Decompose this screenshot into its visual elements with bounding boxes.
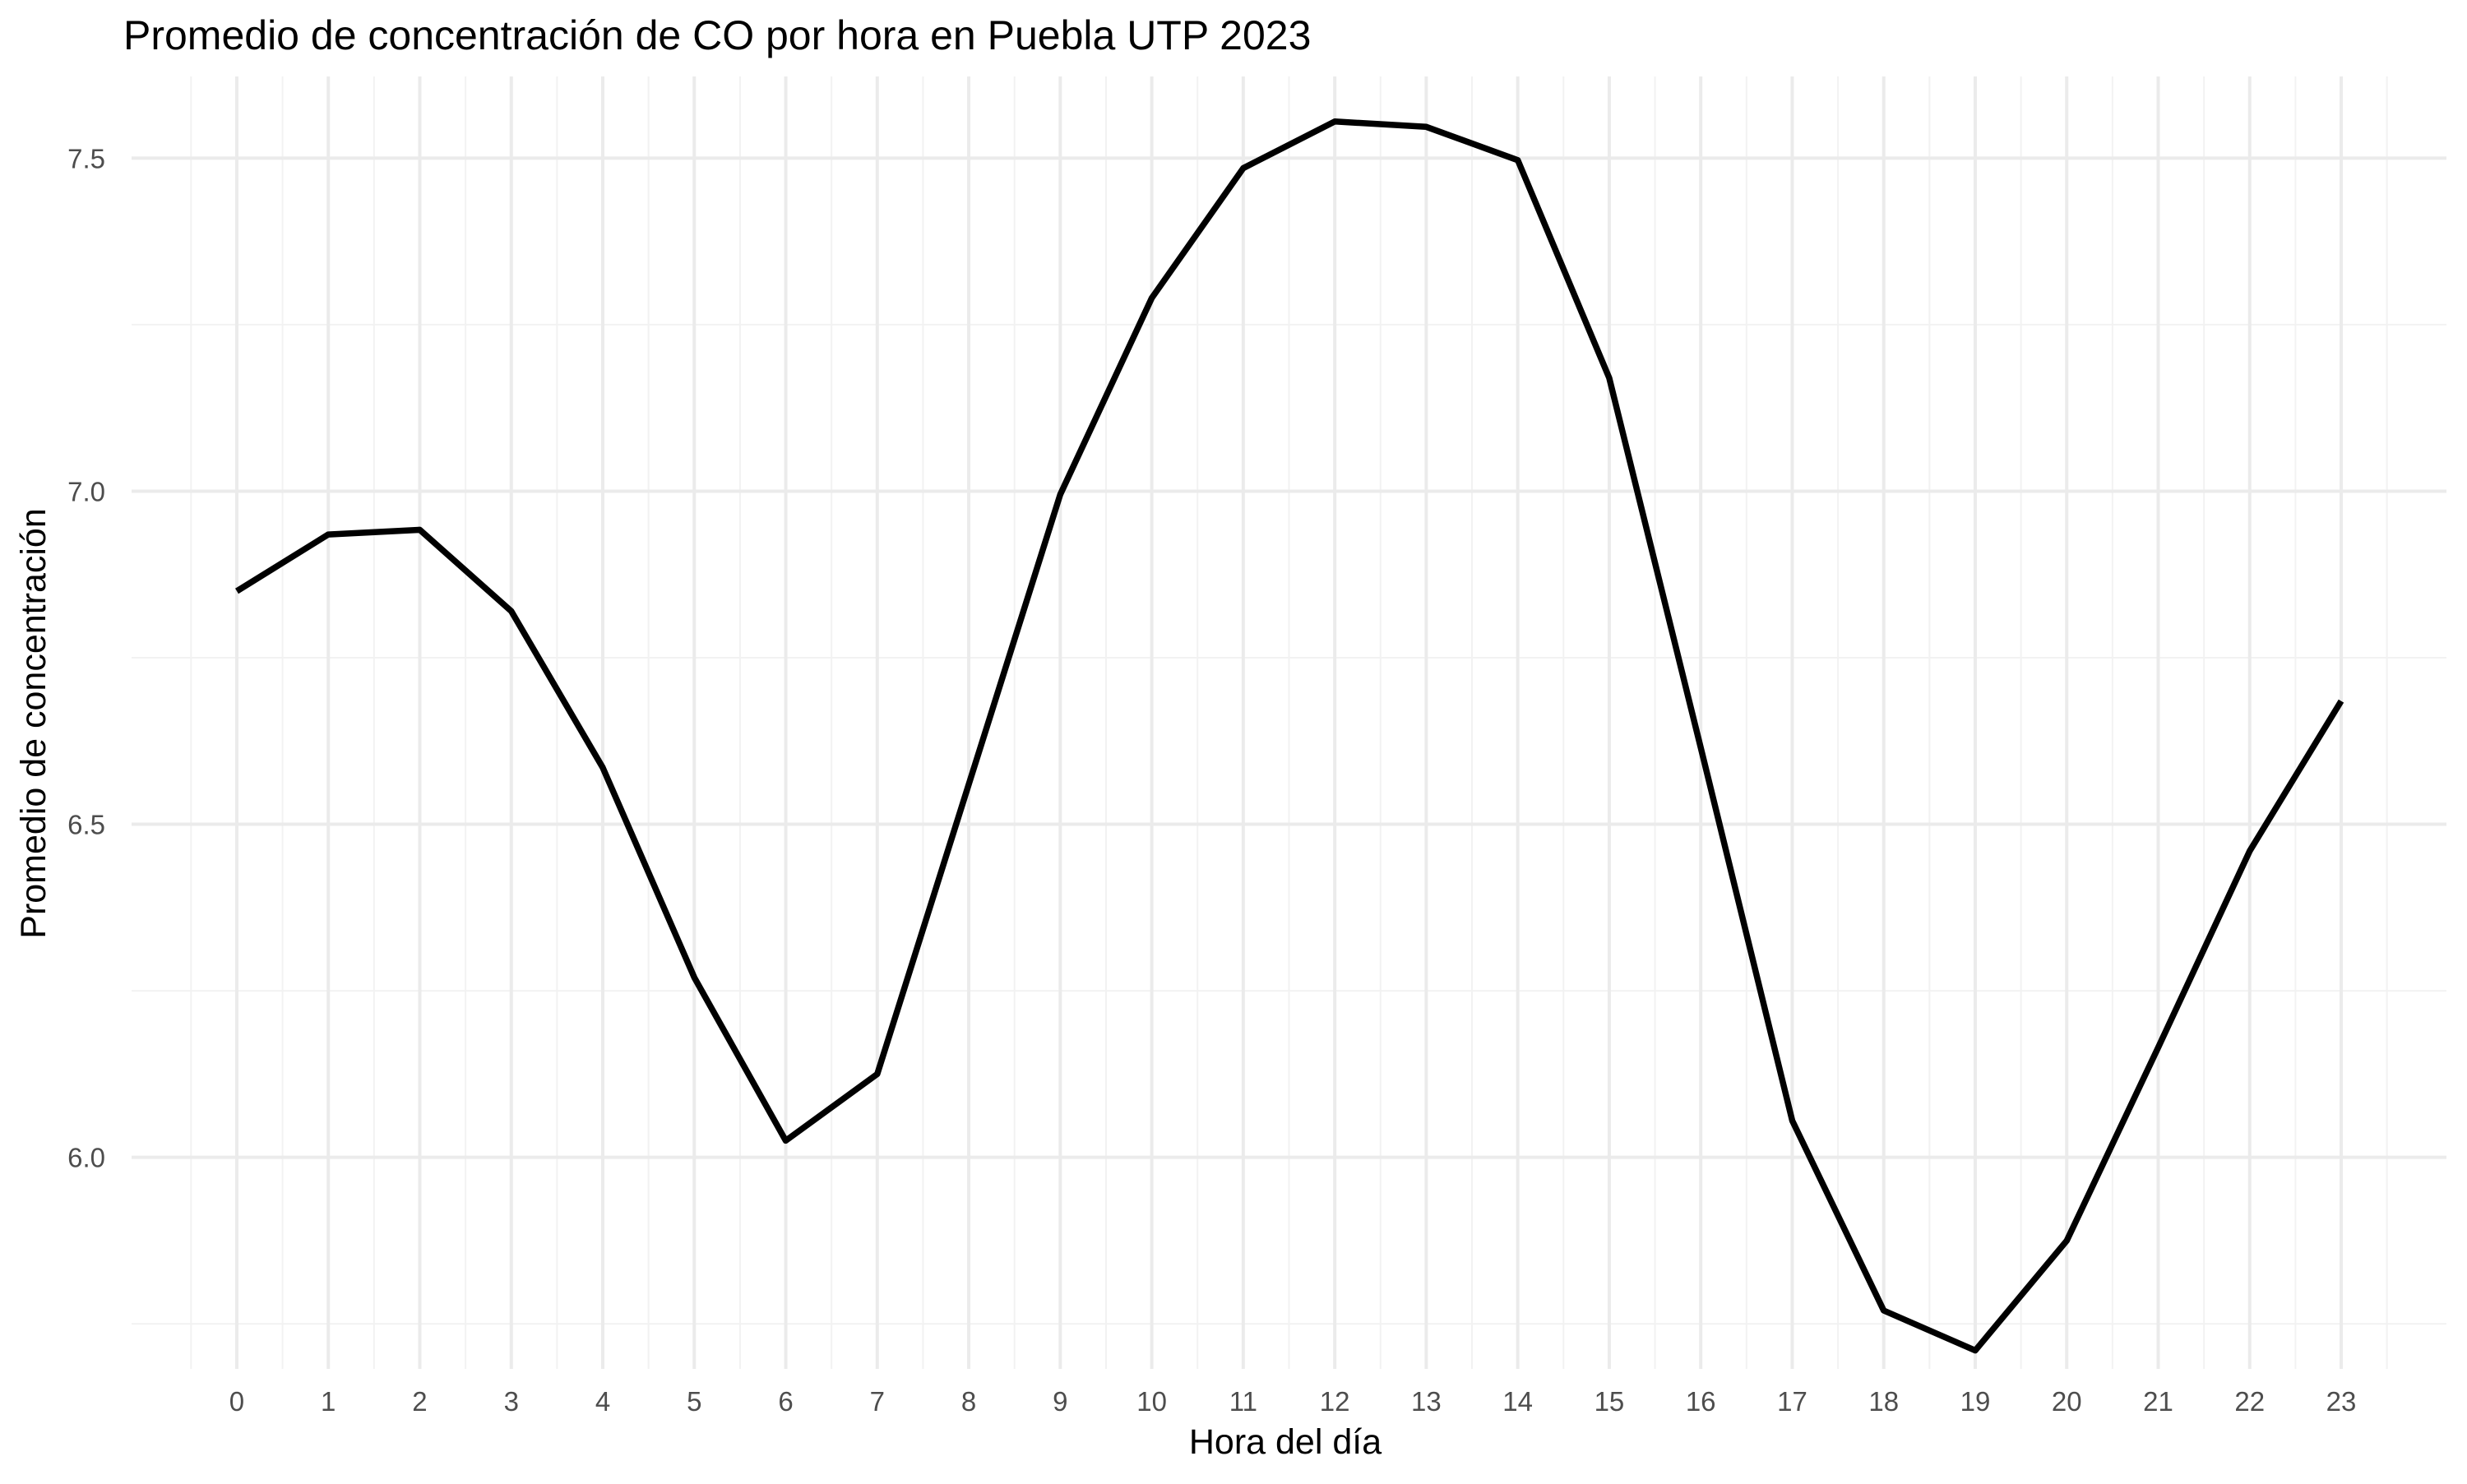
- x-tick-label: 7: [870, 1386, 885, 1417]
- x-axis-title: Hora del día: [1189, 1422, 1382, 1462]
- x-tick-label: 0: [229, 1386, 244, 1417]
- x-tick-label: 9: [1053, 1386, 1067, 1417]
- x-tick-label: 4: [595, 1386, 610, 1417]
- x-tick-label: 3: [504, 1386, 519, 1417]
- minor-gridlines: [132, 76, 2446, 1369]
- series-layer: [235, 118, 2344, 1354]
- major-gridlines: [132, 76, 2446, 1369]
- series-line: [235, 118, 2344, 1354]
- x-tick-label: 21: [2143, 1386, 2173, 1417]
- x-axis-tick-labels: 0 1 2 3 4 5 6 7 8 9 10 11 12 13 14 15 16 17 18 19 20 21 22 23: [229, 1386, 2357, 1417]
- x-tick-label: 11: [1229, 1386, 1257, 1417]
- y-tick-label: 7.0: [67, 476, 105, 506]
- x-tick-label: 18: [1868, 1386, 1899, 1417]
- x-tick-label: 22: [2234, 1386, 2265, 1417]
- x-tick-label: 8: [961, 1386, 976, 1417]
- y-tick-label: 7.5: [67, 143, 105, 173]
- x-tick-label: 13: [1411, 1386, 1442, 1417]
- x-tick-label: 10: [1136, 1386, 1167, 1417]
- x-tick-label: 14: [1502, 1386, 1533, 1417]
- x-tick-label: 1: [321, 1386, 336, 1417]
- x-tick-label: 19: [1960, 1386, 1991, 1417]
- x-tick-label: 23: [2326, 1386, 2357, 1417]
- y-axis-tick-labels: 6.0 6.5 7.0 7.5: [67, 143, 105, 1172]
- y-tick-label: 6.5: [67, 810, 105, 840]
- y-tick-label: 6.0: [67, 1143, 105, 1173]
- x-tick-label: 17: [1777, 1386, 1807, 1417]
- chart-title: Promedio de concentración de CO por hora…: [123, 12, 1311, 58]
- x-tick-label: 2: [412, 1386, 427, 1417]
- x-tick-label: 12: [1320, 1386, 1350, 1417]
- x-tick-label: 5: [687, 1386, 701, 1417]
- x-tick-label: 6: [778, 1386, 793, 1417]
- x-tick-label: 20: [2052, 1386, 2082, 1417]
- x-tick-label: 15: [1595, 1386, 1625, 1417]
- y-axis-title: Promedio de concentración: [14, 508, 53, 938]
- x-tick-label: 16: [1686, 1386, 1716, 1417]
